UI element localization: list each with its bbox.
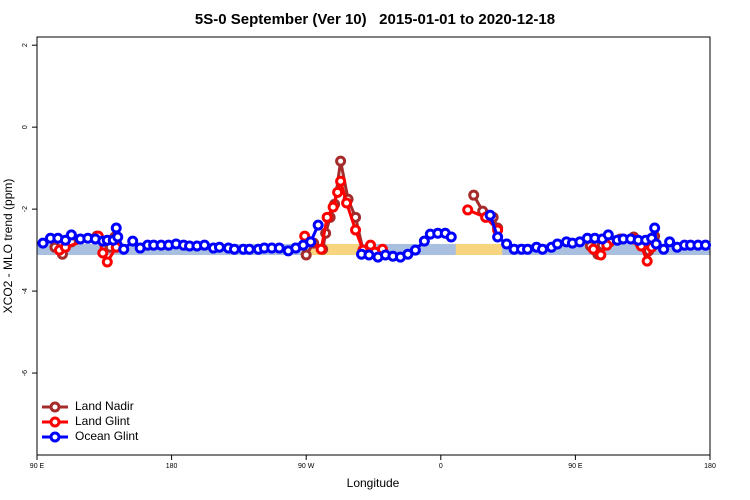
data-point [536,243,548,255]
data-point [127,235,139,247]
data-point [332,186,344,198]
data-point [228,243,240,255]
legend-marker [49,401,61,413]
data-point [492,231,504,243]
data-point [664,236,676,248]
data-point [243,243,255,255]
data-point [37,237,49,249]
data-point [445,231,457,243]
data-point [418,235,430,247]
data-point [110,222,122,234]
data-point [658,243,670,255]
data-point [501,238,513,250]
legend-marker [49,416,61,428]
data-point [595,249,607,261]
data-point [65,229,77,241]
y-axis-label: XCO2 - MLO trend (ppm) [1,179,15,314]
data-point [363,249,375,261]
data-point [315,243,327,255]
data-point [118,243,130,255]
legend-label: Ocean Glint [75,429,139,443]
data-point [522,243,534,255]
chart-title: 5S-0 September (Ver 10) 2015-01-01 to 20… [195,11,555,28]
y-tick-label: -2 [22,206,29,212]
data-point [350,224,362,236]
y-tick-label: -4 [22,288,29,294]
y-tick-label: -6 [22,370,29,376]
data-point [409,244,421,256]
data-point [97,247,109,259]
data-point [341,197,353,209]
data-point [312,219,324,231]
data-point [551,238,563,250]
legend-label: Land Nadir [75,399,134,413]
data-point [587,243,599,255]
x-tick-label: 90 E [30,463,45,470]
legend-label: Land Glint [75,414,130,428]
data-point [213,241,225,253]
data-point [462,204,474,216]
data-point [199,239,211,251]
data-point [335,155,347,167]
x-tick-label: 90 W [298,463,315,470]
data-point [641,255,653,267]
x-tick-label: 90 E [568,463,583,470]
data-point [602,229,614,241]
y-tick-label: 2 [22,43,29,47]
data-point [468,189,480,201]
x-tick-label: 180 [704,463,716,470]
band-segment [455,243,503,256]
data-point [273,242,285,254]
data-point [649,222,661,234]
data-point [650,238,662,250]
x-tick-label: 0 [439,463,443,470]
data-point [335,175,347,187]
data-point [700,239,712,251]
x-axis-label: Longitude [347,476,400,490]
x-tick-label: 180 [166,463,178,470]
y-tick-label: 0 [22,125,29,129]
data-point [484,209,496,221]
band-segment [309,243,359,256]
data-point [327,201,339,213]
legend-marker [49,431,61,443]
data-point [101,256,113,268]
data-point [305,236,317,248]
data-point [112,231,124,243]
data-point [300,249,312,261]
data-point [321,211,333,223]
